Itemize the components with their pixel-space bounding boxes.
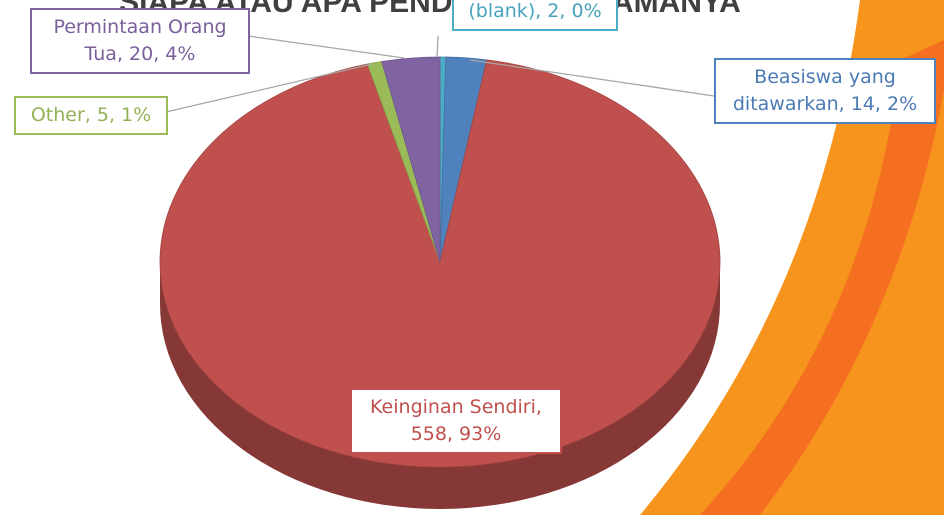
decor-swoosh [640, 0, 944, 515]
leader-lines [165, 35, 715, 113]
leader-line [165, 63, 373, 113]
slice [159, 59, 721, 468]
leader-line [436, 35, 439, 58]
slice-side [160, 262, 720, 509]
slice [381, 56, 441, 263]
data-label: (blank), 2, 0% [452, 0, 618, 31]
data-label: Keinginan Sendiri, 558, 93% [350, 388, 562, 454]
data-label: Other, 5, 1% [14, 96, 168, 135]
data-label: Permintaan Orang Tua, 20, 4% [30, 8, 250, 74]
data-label: Beasiswa yang ditawarkan, 14, 2% [714, 58, 936, 124]
leader-line [469, 59, 715, 97]
leader-line [247, 35, 405, 59]
